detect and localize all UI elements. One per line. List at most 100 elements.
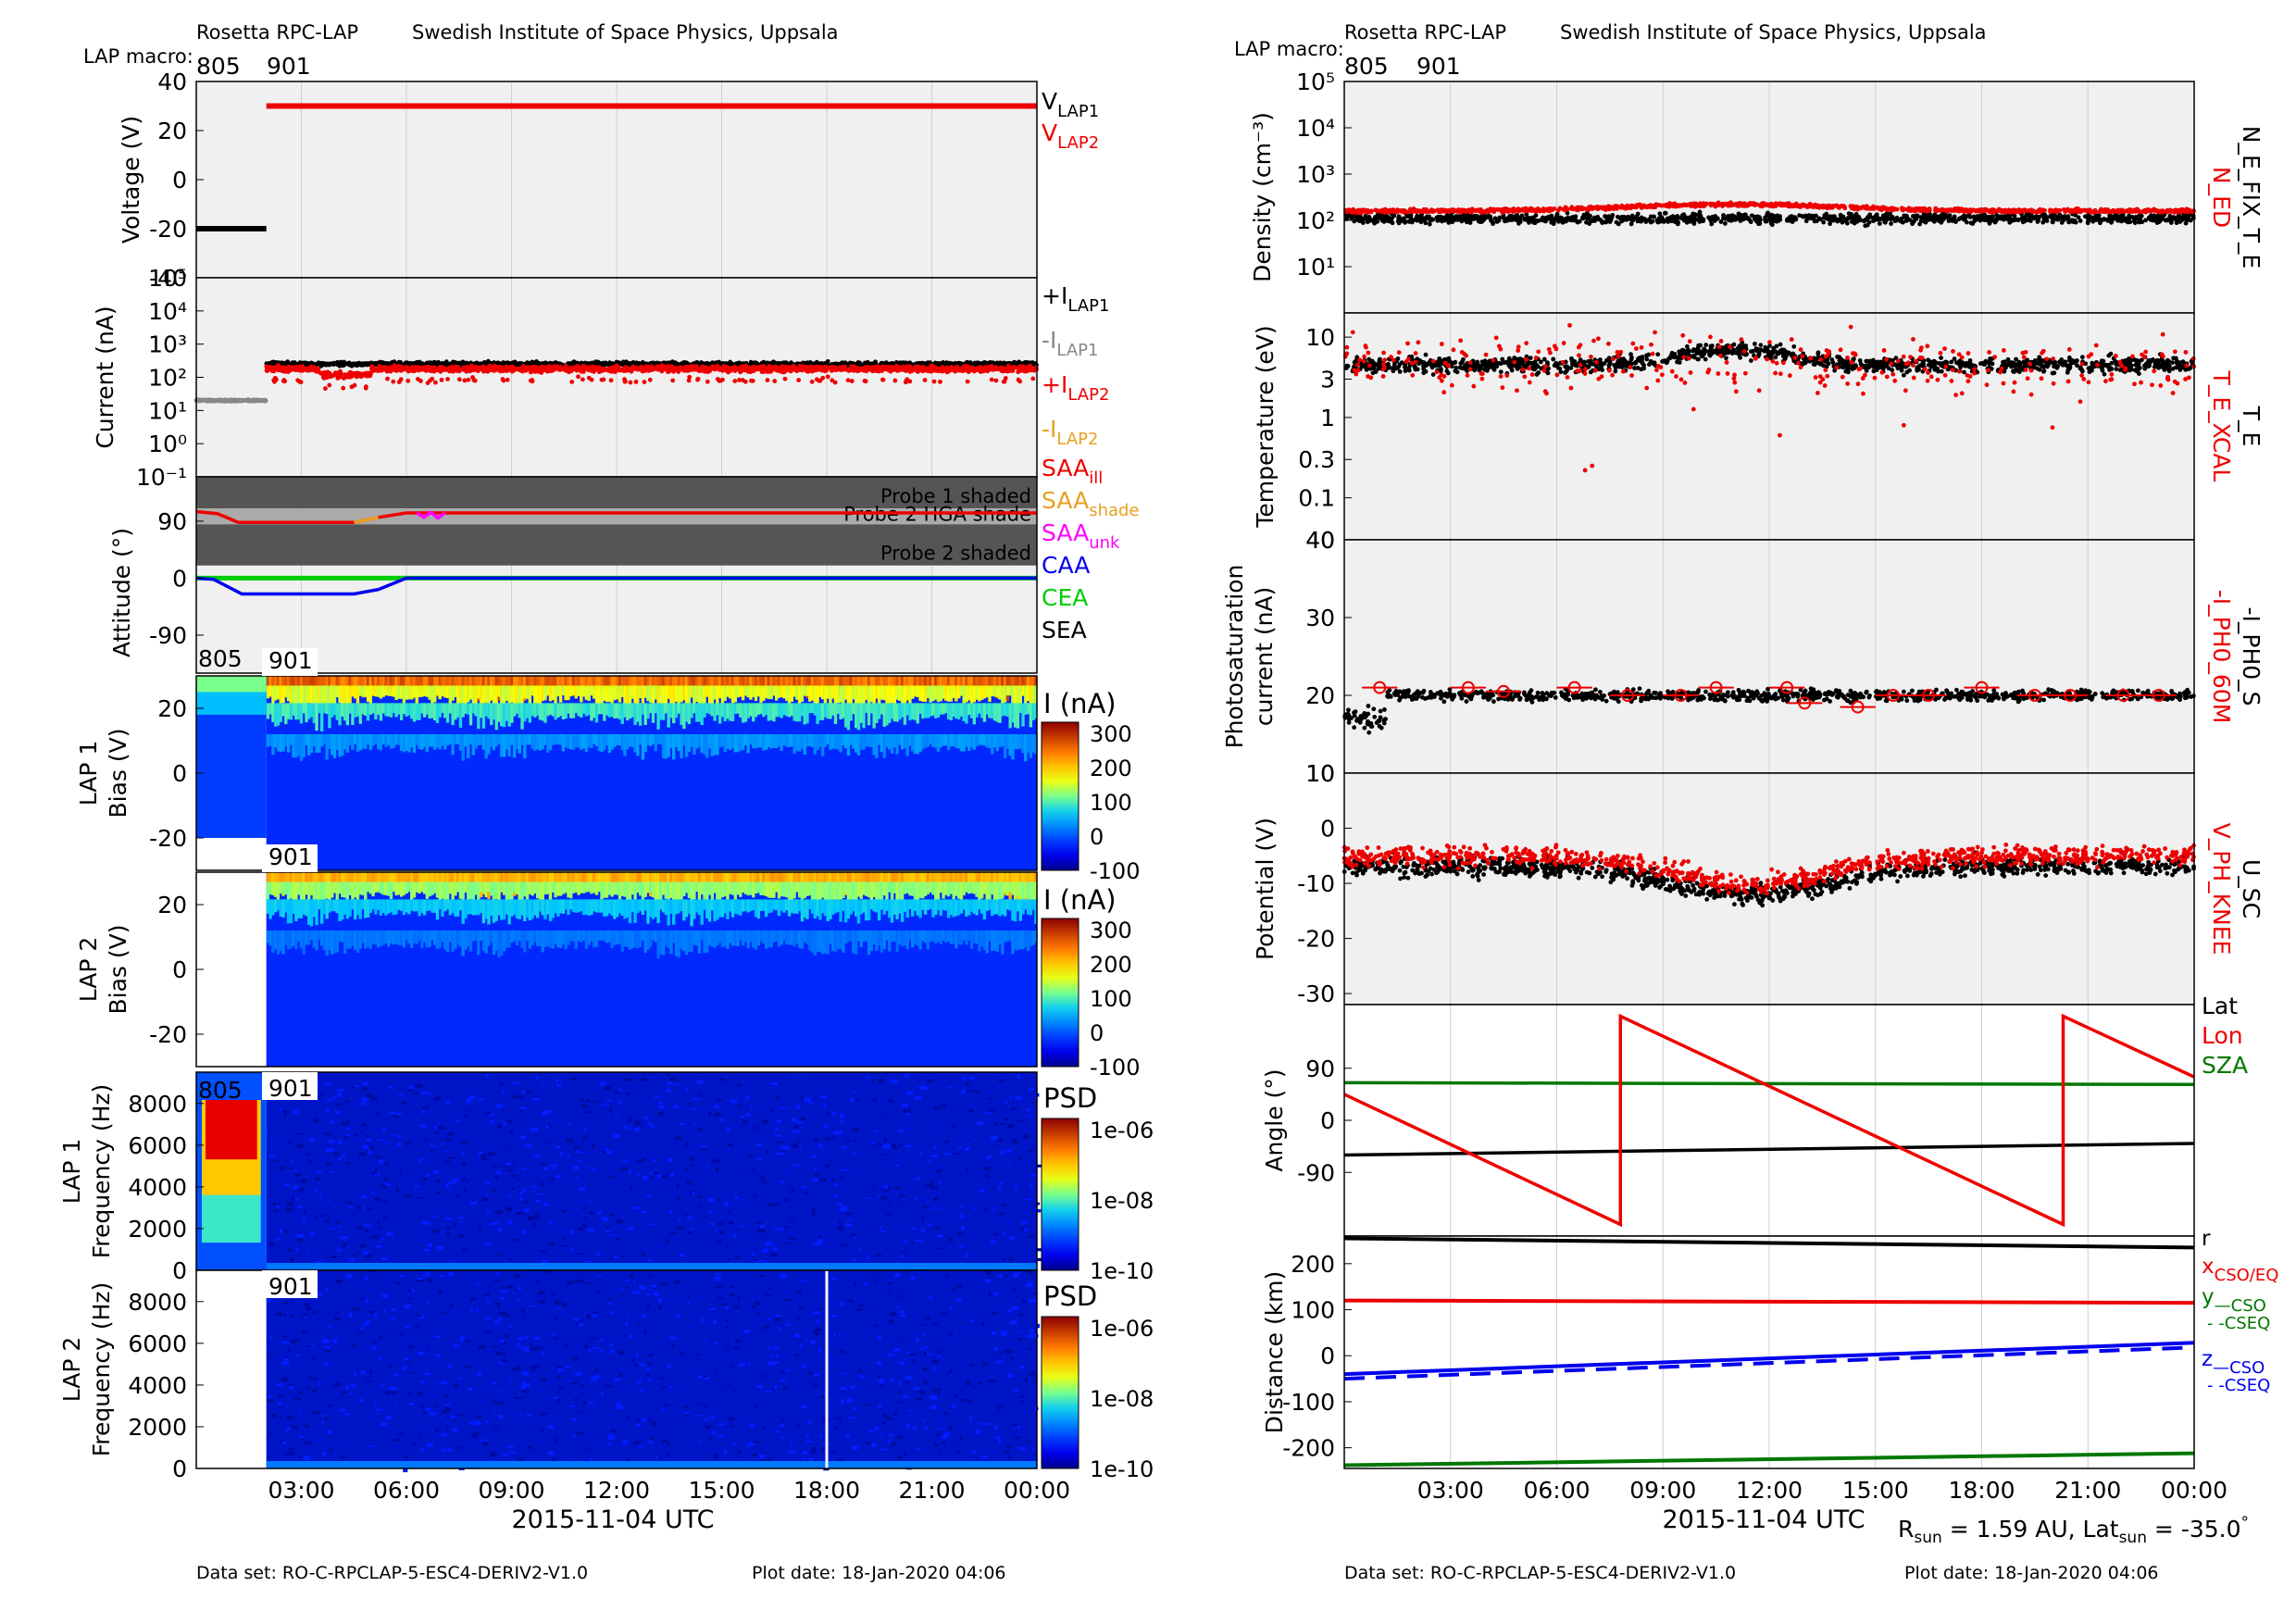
current-iplus-lap2-point [447, 369, 453, 374]
current-iplus-lap2-point [1030, 376, 1036, 381]
current-iplus-lap2-point [767, 363, 772, 369]
current-iplus-lap2-point [388, 366, 393, 371]
current-iplus-lap2-point [424, 365, 429, 370]
current-legend-entry: +ILAP1 [1042, 282, 1109, 316]
current-iplus-lap1-point [825, 358, 830, 364]
header-left-macro-label: LAP macro: [83, 45, 193, 68]
current-iplus-lap2-point [809, 379, 815, 384]
current-iplus-lap2-point [796, 378, 802, 382]
header-right-macro-805: 805 [1344, 53, 1389, 80]
current-iplus-lap2-point [695, 377, 700, 382]
attitude-legend-entry: SAAill [1042, 455, 1103, 488]
current-ytick-label: 10² [148, 365, 187, 392]
current-iplus-lap2-point [466, 377, 471, 382]
current-iminus-lap1-point [218, 397, 224, 404]
current-iplus-lap2-point [528, 378, 533, 383]
current-iminus-lap1-point [200, 397, 206, 403]
current-iminus-lap1-point [228, 397, 234, 403]
current-iplus-lap2-point [439, 364, 444, 369]
current-iplus-lap2-point [922, 367, 928, 372]
current-iplus-lap2-point [904, 369, 908, 373]
current-iplus-lap2-point [735, 367, 741, 372]
lap1-bias-heat-early-top2 [196, 676, 267, 693]
current-iplus-lap2-point [519, 369, 525, 374]
current-iplus-lap1-point [319, 362, 324, 367]
current-iplus-lap2-point [341, 385, 346, 391]
attitude-band-label: Probe 2 shaded [880, 543, 1031, 565]
current-iplus-lap1-point [331, 360, 337, 366]
current-iplus-lap2-point [809, 369, 815, 374]
voltage-legend-entry: VLAP2 [1042, 119, 1099, 153]
current-iplus-lap1-point [341, 363, 346, 368]
attitude-legend-entry: CAA [1042, 552, 1090, 579]
current-iplus-lap2-point [647, 377, 653, 382]
current-iplus-lap2-point [777, 367, 782, 372]
current-iplus-lap2-point [862, 378, 867, 383]
footer-left-dataset: Data set: RO-C-RPCLAP-5-ESC4-DERIV2-V1.0 [196, 1563, 588, 1583]
current-iplus-lap2-point [755, 367, 760, 372]
footer-right-dataset: Data set: RO-C-RPCLAP-5-ESC4-DERIV2-V1.0 [1344, 1563, 1736, 1583]
current-iplus-lap2-point [516, 366, 520, 371]
current-iplus-lap2-point [628, 380, 633, 385]
lap1-bias-colorbar-tick: 300 [1090, 721, 1132, 747]
current-iplus-lap1-point [337, 363, 343, 369]
current-iplus-lap2-point [737, 378, 742, 382]
current-iplus-lap2-point [692, 365, 696, 370]
current-iplus-lap2-point [686, 378, 692, 383]
current-iplus-lap2-point [832, 365, 838, 370]
current-iplus-lap2-point [814, 365, 819, 370]
current-iplus-lap2-point [270, 367, 276, 372]
current-iplus-lap2-point [305, 366, 310, 371]
current-iplus-lap1-point [324, 361, 330, 367]
current-iplus-lap1-point [281, 360, 286, 366]
current-iplus-lap2-point [385, 376, 390, 381]
current-iplus-lap2-point [321, 376, 327, 381]
current-iplus-lap2-point [951, 366, 955, 371]
current-iminus-lap1-point [206, 397, 212, 403]
current-iplus-lap2-point [1005, 365, 1011, 370]
current-iplus-lap2-point [341, 376, 346, 381]
current-iplus-lap2-point [725, 365, 730, 369]
current-iplus-lap1-point [373, 361, 378, 366]
current-iplus-lap1-point [366, 361, 370, 366]
header-left-macro-901: 901 [267, 53, 311, 80]
current-iplus-lap2-point [586, 375, 592, 381]
current-iplus-lap2-point [622, 377, 627, 382]
current-iplus-lap2-point [978, 367, 982, 371]
current-iplus-lap2-point [552, 364, 557, 369]
current-iplus-lap2-point [566, 369, 571, 374]
current-iplus-lap2-point [471, 378, 477, 383]
voltage-ytick-label: 0 [172, 167, 187, 194]
current-iplus-lap1-point [901, 360, 906, 365]
current-iplus-lap2-point [332, 371, 338, 377]
voltage-ytick-label: 20 [157, 118, 187, 144]
current-iplus-lap2-point [468, 363, 474, 369]
attitude-legend-entry: SEA [1042, 617, 1087, 643]
current-iplus-lap2-point [969, 367, 975, 372]
attitude-legend-entry: CEA [1042, 584, 1088, 611]
current-iplus-lap2-point [338, 371, 343, 377]
current-iplus-lap2-point [1001, 379, 1006, 384]
current-iplus-lap2-point [955, 367, 961, 372]
current-ytick-label: 10¹ [148, 397, 187, 424]
current-iplus-lap2-point [655, 367, 661, 372]
current-legend-entry: +ILAP2 [1042, 371, 1109, 405]
current-iplus-lap2-point [884, 364, 889, 369]
current-iplus-lap1-point [941, 360, 946, 365]
current-iplus-lap2-point [717, 378, 722, 383]
current-iplus-lap2-point [581, 364, 587, 369]
current-iplus-lap2-point [285, 369, 291, 374]
current-iplus-lap2-point [439, 377, 444, 382]
current-iplus-lap2-point [273, 377, 279, 382]
current-iplus-lap2-point [392, 363, 397, 369]
current-iplus-lap2-point [396, 380, 402, 384]
current-iplus-lap2-point [922, 378, 928, 382]
current-iplus-lap2-point [432, 380, 438, 385]
current-iplus-lap2-point [782, 376, 788, 381]
current-iplus-lap2-point [281, 379, 286, 383]
current-iplus-lap2-point [359, 371, 365, 377]
current-iplus-lap2-point [520, 364, 526, 369]
current-iplus-lap2-point [929, 363, 934, 369]
current-iplus-lap2-point [892, 378, 898, 383]
